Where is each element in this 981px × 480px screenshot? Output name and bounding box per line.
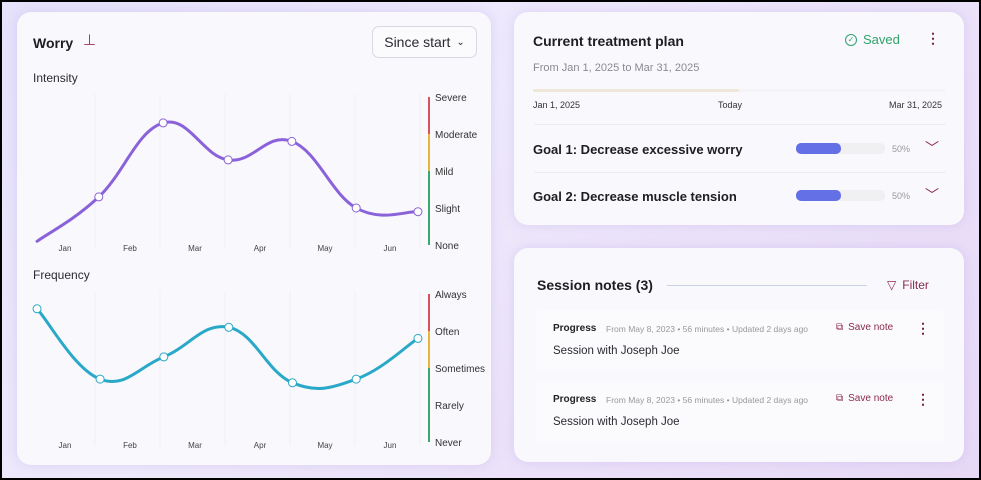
divider: [534, 124, 946, 125]
goal-progress-fill: [796, 143, 841, 154]
divider: [667, 285, 867, 286]
save-note-label: Save note: [848, 322, 894, 333]
chevron-down-icon: ⌄: [456, 36, 465, 48]
month-label: Feb: [123, 441, 137, 450]
status-text: Saved: [863, 32, 900, 47]
level-label: Slight: [435, 204, 460, 215]
range-dropdown[interactable]: Since start ⌄: [372, 26, 477, 58]
data-point: [223, 155, 233, 165]
goal-percent: 50%: [892, 144, 911, 154]
copy-icon: ⧉: [836, 322, 844, 333]
frequency-chart: Never Rarely Sometimes Often Always Jan Feb Mar…: [32, 290, 485, 450]
note-item[interactable]: Progress From May 8, 2023 • 56 minutes •…: [536, 381, 944, 443]
month-label: Mar: [188, 441, 202, 450]
data-point: [351, 374, 361, 384]
timeline-end: Mar 31, 2025: [889, 100, 943, 110]
level-label: Sometimes: [435, 364, 485, 375]
intensity-chart: None Slight Mild Moderate Severe Jan Feb Mar Apr…: [35, 93, 478, 253]
more-options-icon[interactable]: ⋮: [926, 30, 940, 46]
data-point: [413, 207, 423, 217]
month-label: Feb: [123, 244, 137, 253]
frequency-label: Frequency: [33, 268, 90, 282]
data-point: [32, 304, 42, 314]
more-options-icon[interactable]: ⋮: [916, 320, 930, 336]
filter-button[interactable]: ▽ Filter: [887, 278, 929, 292]
session-notes-card: Session notes (3) ▽ Filter Progress From …: [514, 248, 964, 462]
level-label: None: [435, 241, 459, 252]
month-label: Apr: [254, 441, 267, 450]
timeline-start: Jan 1, 2025: [533, 100, 581, 110]
copy-icon: ⧉: [836, 393, 844, 404]
filter-label: Filter: [902, 278, 929, 292]
series-line: [35, 120, 420, 243]
month-label: Apr: [254, 244, 267, 253]
note-type: Progress: [553, 323, 597, 334]
data-point: [159, 352, 169, 362]
range-value: Since start: [384, 34, 451, 50]
chevron-down-icon[interactable]: ﹀: [925, 187, 939, 203]
treatment-plan-card: Current treatment plan ✓ Saved ⋮ From Jan…: [514, 12, 964, 225]
month-label: Jun: [384, 441, 397, 450]
note-text: Session with Joseph Joe: [553, 416, 680, 428]
note-meta: From May 8, 2023 • 56 minutes • Updated …: [606, 395, 809, 405]
timeline-fill: [533, 89, 739, 92]
level-label: Rarely: [435, 401, 464, 412]
goal-percent: 50%: [892, 191, 911, 201]
filter-icon: ▽: [887, 278, 897, 292]
data-point: [224, 322, 234, 332]
month-label: Jan: [59, 244, 72, 253]
month-label: May: [317, 441, 332, 450]
plan-range: From Jan 1, 2025 to Mar 31, 2025: [533, 62, 700, 74]
note-text: Session with Joseph Joe: [553, 345, 680, 357]
data-point: [94, 192, 104, 202]
save-note-button[interactable]: ⧉ Save note: [836, 322, 893, 333]
save-note-button[interactable]: ⧉ Save note: [836, 393, 893, 404]
data-point: [351, 203, 361, 213]
series-line: [35, 307, 420, 390]
month-label: May: [317, 244, 332, 253]
goal-progress: [796, 190, 885, 201]
plan-title: Current treatment plan: [533, 33, 684, 49]
level-label: Often: [435, 327, 459, 338]
data-point: [413, 333, 423, 343]
goal-progress: [796, 143, 885, 154]
notes-title: Session notes (3): [537, 277, 653, 293]
note-type: Progress: [553, 394, 597, 405]
month-label: Jan: [59, 441, 72, 450]
goal-progress-fill: [796, 190, 841, 201]
divider: [534, 172, 946, 173]
save-note-label: Save note: [848, 393, 894, 404]
data-point: [95, 374, 105, 384]
month-label: Jun: [384, 244, 397, 253]
level-label: Mild: [435, 167, 453, 178]
goal-label: Goal 2: Decrease muscle tension: [533, 189, 737, 204]
level-label: Severe: [435, 93, 467, 104]
saved-status: ✓ Saved: [845, 32, 900, 47]
intensity-label: Intensity: [33, 71, 78, 85]
month-label: Mar: [188, 244, 202, 253]
timeline-track: [533, 89, 945, 92]
note-meta: From May 8, 2023 • 56 minutes • Updated …: [606, 324, 809, 334]
check-circle-icon: ✓: [845, 33, 857, 46]
data-point: [158, 118, 168, 128]
level-label: Moderate: [435, 130, 478, 141]
level-label: Always: [435, 290, 467, 301]
pin-icon[interactable]: ⊥: [83, 32, 97, 49]
timeline-today: Today: [718, 100, 743, 110]
more-options-icon[interactable]: ⋮: [916, 391, 930, 407]
goal-label: Goal 1: Decrease excessive worry: [533, 142, 743, 157]
data-point: [287, 136, 297, 146]
card-title: Worry: [33, 35, 74, 51]
chevron-down-icon[interactable]: ﹀: [925, 140, 939, 156]
data-point: [288, 378, 297, 388]
level-label: Never: [435, 438, 462, 449]
note-item[interactable]: Progress From May 8, 2023 • 56 minutes •…: [536, 310, 944, 372]
worry-card: Worry ⊥ Since start ⌄ Intensity None Sligh…: [17, 12, 491, 465]
